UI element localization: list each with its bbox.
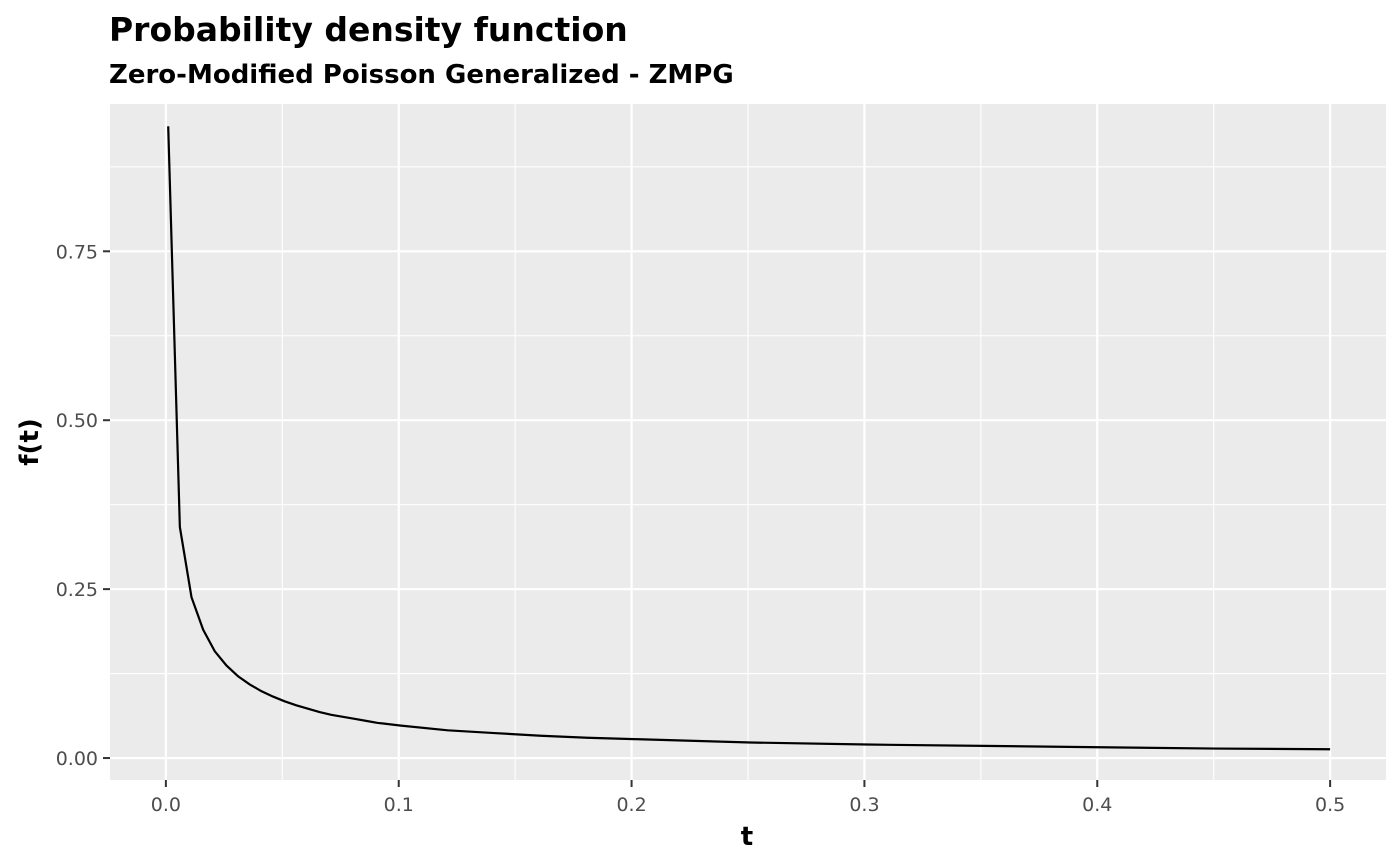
y-tick-label: 0.50 xyxy=(56,410,98,432)
x-axis: 0.0 0.1 0.2 0.3 0.4 0.5 xyxy=(151,780,1345,816)
x-tick-label: 0.2 xyxy=(616,794,646,816)
y-axis: 0.00 0.25 0.50 0.75 xyxy=(56,241,110,770)
major-gridlines xyxy=(110,104,1386,780)
x-tick-label: 0.3 xyxy=(849,794,879,816)
x-tick-label: 0.5 xyxy=(1315,794,1345,816)
minor-gridlines xyxy=(110,104,1386,780)
chart-title: Probability density function xyxy=(109,10,628,49)
pdf-curve-line xyxy=(167,126,1331,751)
x-tick-label: 0.1 xyxy=(384,794,414,816)
y-axis-title: f(t) xyxy=(15,418,45,466)
chart-subtitle: Zero-Modified Poisson Generalized - ZMPG xyxy=(109,60,734,90)
y-tick-label: 0.00 xyxy=(56,748,98,770)
x-tick-label: 0.0 xyxy=(151,794,181,816)
y-tick-label: 0.75 xyxy=(56,241,98,263)
x-axis-title: t xyxy=(741,822,753,852)
x-tick-label: 0.4 xyxy=(1082,794,1112,816)
y-tick-label: 0.25 xyxy=(56,579,98,601)
